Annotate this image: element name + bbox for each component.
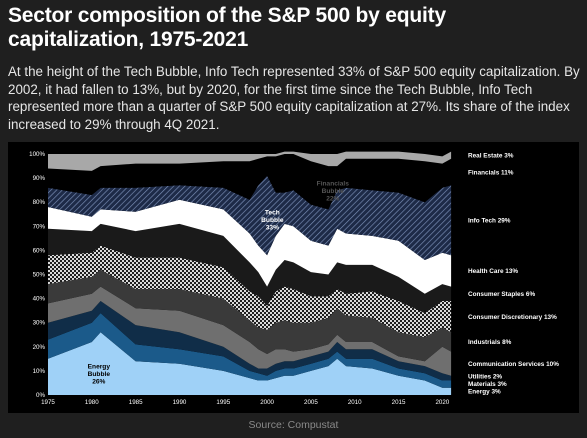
y-tick-label: 60% <box>33 247 46 254</box>
x-tick-label: 1975 <box>41 399 55 406</box>
y-tick-label: 10% <box>33 368 46 375</box>
legend-entry: Utilities 2% <box>468 374 502 381</box>
y-tick-label: 20% <box>33 344 46 351</box>
y-tick-label: 80% <box>33 199 46 206</box>
area-11 <box>48 151 452 171</box>
x-tick-label: 2015 <box>392 399 406 406</box>
area-7 <box>48 223 452 314</box>
y-tick-label: 100% <box>29 151 45 158</box>
x-axis-ticks: 1975 1980 1985 1990 1995 2000 2005 2010 2015 2020 <box>41 399 450 406</box>
y-tick-label: 0% <box>36 392 45 399</box>
y-tick-label: 30% <box>33 320 46 327</box>
annotation-label: Tech Bubble 33% <box>261 209 284 231</box>
x-tick-label: 1985 <box>129 399 143 406</box>
legend-entry: Communication Services 10% <box>468 361 559 368</box>
area-2 <box>48 313 452 388</box>
area-1 <box>48 332 452 395</box>
y-axis-ticks: 0% 10% 20% 30% 40% 50% 60% 70% 80% 90% 100% <box>29 151 45 399</box>
y-tick-label: 90% <box>33 175 46 182</box>
x-tick-label: 2005 <box>304 399 318 406</box>
annotation-label: Energy Bubble 26% <box>88 363 111 385</box>
legend-entry: Info Tech 29% <box>468 217 511 224</box>
x-tick-label: 2010 <box>348 399 362 406</box>
y-tick-label: 70% <box>33 223 46 230</box>
x-tick-label: 2020 <box>435 399 449 406</box>
legend-entry: Materials 3% <box>468 381 507 388</box>
y-tick-label: 40% <box>33 296 46 303</box>
legend-entry: Energy 3% <box>468 389 501 396</box>
area-4 <box>48 286 452 376</box>
area-9 <box>48 175 452 260</box>
annotations: Financials Bubble 22% Tech Bubble 33% Energy Bu… <box>88 180 350 385</box>
area-6 <box>48 245 452 338</box>
annotation-label: Financials Bubble 22% <box>317 180 350 202</box>
x-tick-label: 2000 <box>260 399 274 406</box>
x-tick-label: 1980 <box>85 399 99 406</box>
chart-subtitle: At the height of the Tech Bubble, Info T… <box>8 64 580 132</box>
area-8 <box>48 199 452 294</box>
x-tick-label: 1995 <box>216 399 230 406</box>
legend-entry: Real Estate 3% <box>468 152 514 159</box>
area-3 <box>48 301 452 381</box>
stacked-area-chart: 0%10%20%30%40%50%60%70%80%90%100% 1975 19… <box>29 151 559 406</box>
series-areas <box>48 151 452 395</box>
legend: Energy 3%Materials 3%Utilities 2% Communi… <box>468 152 559 395</box>
area-10 <box>48 154 452 210</box>
legend-entry: Health Care 13% <box>468 268 518 275</box>
legend-entry: Financials 11% <box>468 169 514 176</box>
legend-entry: Consumer Discretionary 13% <box>468 314 557 321</box>
area-5 <box>48 269 452 362</box>
legend-entry: Consumer Staples 6% <box>468 291 535 298</box>
source-note: Source: Compustat <box>248 419 339 431</box>
y-tick-label: 50% <box>33 272 46 279</box>
x-tick-label: 1990 <box>173 399 187 406</box>
chart-title: Sector composition of the S&P 500 by equ… <box>8 4 446 51</box>
legend-entry: Industrials 8% <box>468 339 512 346</box>
chart-panel: 0% 10% 20% 30% 40% 50% 60% 70% 80% 90% 100% 1975 19… <box>8 142 579 413</box>
